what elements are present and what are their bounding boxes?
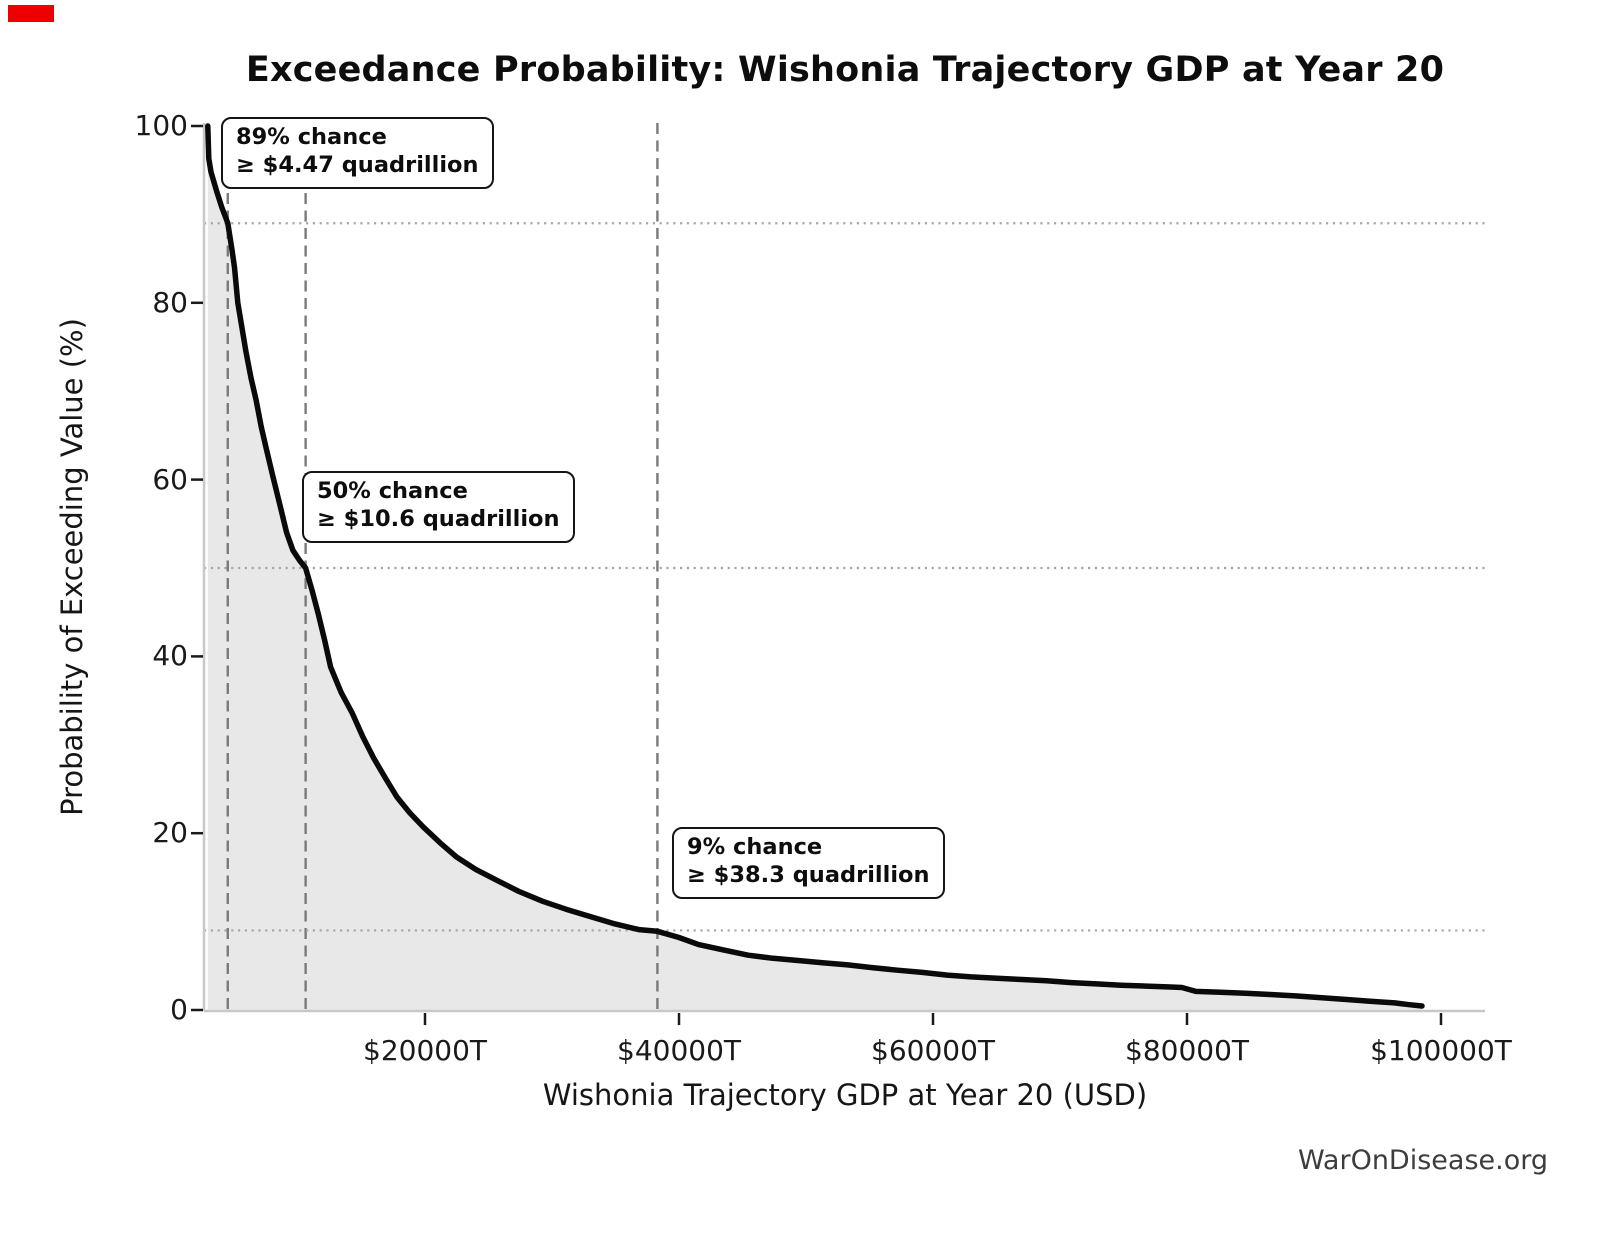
x-tick-label-$80000T: $80000T xyxy=(1125,1034,1249,1067)
y-tick-label-100: 100 xyxy=(134,109,188,142)
annotation-89pct-value: ≥ $4.47 quadrillion xyxy=(236,151,479,178)
annotation-9pct-chance: 9% chance xyxy=(687,834,823,860)
x-tick-label-$60000T: $60000T xyxy=(871,1034,995,1067)
watermark-text: WarOnDisease.org xyxy=(1297,1145,1548,1176)
exceedance-area-fill xyxy=(207,126,1422,1010)
y-tick-label-0: 0 xyxy=(170,993,188,1026)
y-tick-label-40: 40 xyxy=(152,639,188,673)
annotation-9pct: 9% chance ≥ $38.3 quadrillion xyxy=(672,827,945,899)
x-tick-label-$20000T: $20000T xyxy=(363,1034,487,1067)
y-tick-label-60: 60 xyxy=(152,462,188,496)
annotation-9pct-value: ≥ $38.3 quadrillion xyxy=(687,861,930,888)
y-axis-title: Probability of Exceeding Value (%) xyxy=(55,318,89,816)
annotation-89pct: 89% chance ≥ $4.47 quadrillion xyxy=(221,117,494,189)
x-tick-label-$40000T: $40000T xyxy=(617,1034,741,1067)
y-tick-label-20: 20 xyxy=(152,816,188,850)
annotation-89pct-chance: 89% chance xyxy=(236,124,387,150)
chart-title: Exceedance Probability: Wishonia Traject… xyxy=(245,50,1445,90)
exceedance-curve xyxy=(205,123,1425,1009)
annotation-50pct: 50% chance ≥ $10.6 quadrillion xyxy=(302,471,575,543)
x-axis-title: Wishonia Trajectory GDP at Year 20 (USD) xyxy=(542,1078,1148,1112)
annotation-50pct-chance: 50% chance xyxy=(317,478,468,504)
x-tick-label-$100000T: $100000T xyxy=(1370,1034,1512,1067)
annotation-50pct-value: ≥ $10.6 quadrillion xyxy=(317,505,560,532)
red-marker-overlay xyxy=(8,5,54,22)
y-tick-label-80: 80 xyxy=(152,285,188,319)
